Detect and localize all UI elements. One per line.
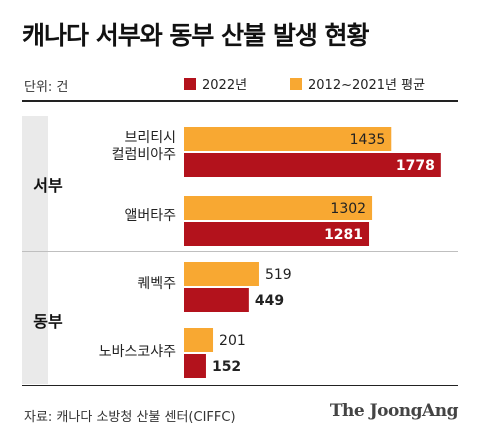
- publisher-logo: The JoongAng: [329, 401, 459, 421]
- data-label-average-alberta: 1302: [330, 201, 366, 217]
- legend-swatch-2022: [184, 78, 196, 90]
- bottom-divider: [22, 385, 458, 386]
- source-note: 자료: 캐나다 소방청 산불 센터(CIFFC): [24, 410, 236, 425]
- region-divider: [22, 251, 458, 252]
- category-label-british-columbia: 브리티시 컬럼비아주: [112, 130, 176, 164]
- data-label-average-quebec: 519: [265, 267, 292, 283]
- data-label-average-nova-scotia: 201: [219, 333, 246, 349]
- legend-label-2022: 2022년: [202, 78, 248, 93]
- legend-entry-average: 2012~2021년 평균: [290, 74, 425, 93]
- category-label-quebec: 퀘벡주: [137, 276, 176, 293]
- unit-label: 단위: 건: [24, 80, 69, 95]
- legend-swatch-average: [290, 78, 302, 90]
- region-label-west: 서부: [33, 176, 63, 195]
- data-label-average-british-columbia: 1435: [350, 132, 386, 148]
- category-label-line: 앨버타주: [124, 208, 176, 224]
- category-label-nova-scotia: 노바스코샤주: [99, 344, 176, 361]
- bar-average-nova-scotia: [184, 328, 214, 352]
- bar-2022-alberta: [184, 222, 370, 246]
- bar-average-quebec: [184, 262, 259, 286]
- category-label-line: 컬럼비아주: [111, 147, 176, 163]
- legend-entry-2022: 2022년: [184, 74, 247, 93]
- chart-title: 캐나다 서부와 동부 산불 발생 현황: [22, 21, 370, 50]
- data-label-2022-alberta: 1281: [324, 227, 363, 243]
- top-divider: [22, 100, 458, 102]
- legend-label-average: 2012~2021년 평균: [308, 78, 426, 93]
- region-sidebar: [22, 116, 48, 384]
- bar-2022-nova-scotia: [184, 354, 206, 378]
- category-label-alberta: 앨버타주: [124, 208, 176, 225]
- data-label-2022-quebec: 449: [255, 293, 284, 309]
- data-label-2022-british-columbia: 1778: [396, 158, 435, 174]
- category-label-line: 노바스코샤주: [98, 344, 176, 360]
- region-label-east: 동부: [33, 312, 63, 331]
- category-label-line: 퀘벡주: [137, 276, 176, 292]
- data-label-2022-nova-scotia: 152: [212, 359, 241, 375]
- bar-average-british-columbia: [184, 127, 392, 151]
- bar-2022-british-columbia: [184, 153, 441, 177]
- bar-2022-quebec: [184, 288, 249, 312]
- category-label-line: 브리티시: [124, 130, 176, 146]
- bar-average-alberta: [184, 196, 373, 220]
